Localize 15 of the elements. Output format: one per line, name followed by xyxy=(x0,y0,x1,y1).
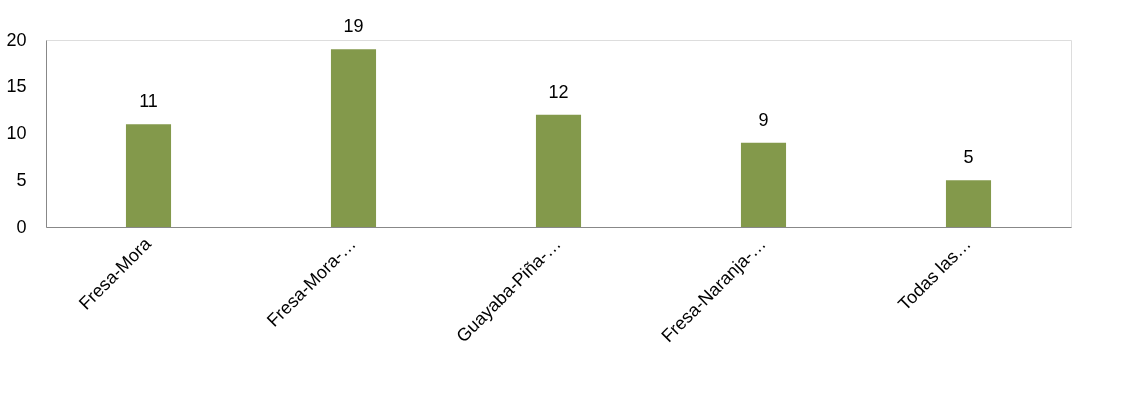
bar xyxy=(535,114,582,227)
bar xyxy=(740,142,787,227)
data-label: 19 xyxy=(343,16,364,37)
bar xyxy=(945,180,992,227)
y-tick-label: 0 xyxy=(16,216,27,237)
data-label: 5 xyxy=(963,147,974,168)
y-tick-label: 20 xyxy=(6,29,27,50)
data-label: 12 xyxy=(548,81,569,102)
data-label: 9 xyxy=(758,109,769,130)
y-tick-label: 5 xyxy=(16,169,27,190)
bar xyxy=(330,49,377,227)
data-label: 11 xyxy=(139,91,158,112)
bar xyxy=(125,124,172,227)
y-tick-label: 15 xyxy=(6,76,27,97)
y-tick-label: 10 xyxy=(6,123,27,143)
